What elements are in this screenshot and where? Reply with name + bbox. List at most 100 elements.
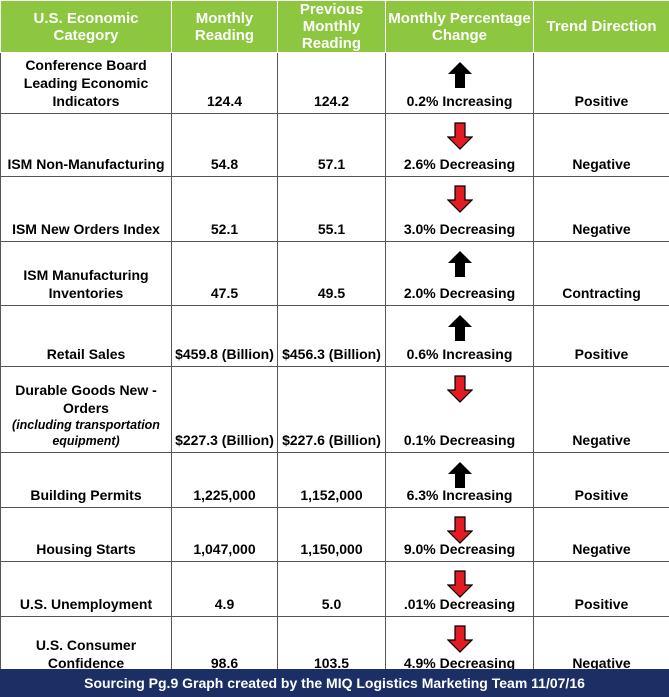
monthly-reading-cell: 54.8	[171, 113, 278, 177]
table-row: Conference Board Leading Economic Indica…	[0, 52, 669, 114]
table-row: Housing Starts 1,047,000 1,150,000 9.0% Dec…	[0, 507, 669, 562]
category-cell: ISM Manufacturing Inventories	[0, 241, 172, 306]
trend-direction-cell: Positive	[533, 561, 669, 617]
table-row: ISM Manufacturing Inventories 47.5 49.5 2.0…	[0, 241, 669, 306]
monthly-reading-cell: $227.3 (Billion)	[171, 366, 278, 453]
previous-reading-cell: 1,152,000	[277, 452, 386, 508]
percentage-change-label: 2.6% Decreasing	[403, 156, 516, 172]
arrow-up-icon	[447, 315, 472, 341]
category-cell: U.S. Unemployment	[0, 561, 172, 617]
monthly-reading-cell: $459.8 (Billion)	[171, 305, 278, 367]
trend-direction-cell: Positive	[533, 305, 669, 367]
category-cell: Retail Sales	[0, 305, 172, 367]
category-cell: ISM New Orders Index	[0, 176, 172, 242]
previous-reading-cell: $227.6 (Billion)	[277, 366, 386, 453]
category-label: U.S. Consumer Confidence	[35, 637, 137, 671]
category-label: Housing Starts	[36, 541, 136, 557]
table-row: U.S. Unemployment 4.9 5.0 .01% Decreasing Po…	[0, 561, 669, 617]
arrow-up-icon	[447, 462, 472, 488]
monthly-reading-cell: 52.1	[171, 176, 278, 242]
percentage-change-cell: 0.2% Increasing	[385, 52, 534, 114]
monthly-reading-cell: 98.6	[171, 616, 278, 676]
arrow-down-icon	[446, 122, 473, 150]
monthly-reading-cell: 1,225,000	[171, 452, 278, 508]
arrow-down-icon	[446, 375, 473, 403]
category-label: Conference Board Leading Economic Indica…	[23, 57, 149, 109]
trend-direction-cell: Negative	[533, 366, 669, 453]
arrow-down-icon	[446, 625, 473, 653]
arrow-down-icon	[446, 185, 473, 213]
arrow-down-icon	[446, 516, 473, 544]
percentage-change-label: 0.1% Decreasing	[403, 432, 516, 448]
previous-reading-cell: 49.5	[277, 241, 386, 306]
trend-direction-cell: Negative	[533, 616, 669, 676]
arrow-up-icon	[447, 62, 472, 88]
percentage-change-cell: 9.0% Decreasing	[385, 507, 534, 562]
monthly-reading-cell: 124.4	[171, 52, 278, 114]
percentage-change-cell: 6.3% Increasing	[385, 452, 534, 508]
table-row: ISM Non-Manufacturing 54.8 57.1 2.6% Decrea…	[0, 113, 669, 177]
category-cell: Conference Board Leading Economic Indica…	[0, 52, 172, 114]
percentage-change-cell: 3.0% Decreasing	[385, 176, 534, 242]
percentage-change-label: 6.3% Increasing	[406, 487, 513, 503]
category-cell: ISM Non-Manufacturing	[0, 113, 172, 177]
economic-indicators-table: U.S. Economic Category Monthly Reading P…	[0, 0, 669, 676]
category-cell: U.S. Consumer Confidence	[0, 616, 172, 676]
category-sub-label: (including transportation equipment)	[12, 418, 160, 448]
percentage-change-cell: 2.6% Decreasing	[385, 113, 534, 177]
percentage-change-label: 3.0% Decreasing	[403, 221, 516, 237]
monthly-reading-cell: 1,047,000	[171, 507, 278, 562]
footer-credit: Sourcing Pg.9 Graph created by the MIQ L…	[0, 669, 669, 697]
trend-direction-cell: Negative	[533, 176, 669, 242]
percentage-change-label: 0.2% Increasing	[406, 93, 513, 109]
percentage-change-label: 9.0% Decreasing	[403, 541, 516, 557]
percentage-change-label: 0.6% Increasing	[406, 346, 513, 362]
category-label: Durable Goods New -Orders	[15, 382, 157, 416]
previous-reading-cell: 103.5	[277, 616, 386, 676]
category-label: ISM Non-Manufacturing	[7, 156, 165, 172]
previous-reading-cell: 55.1	[277, 176, 386, 242]
category-cell: Housing Starts	[0, 507, 172, 562]
trend-direction-cell: Negative	[533, 507, 669, 562]
table-row: U.S. Consumer Confidence 98.6 103.5 4.9% De…	[0, 616, 669, 676]
monthly-reading-cell: 4.9	[171, 561, 278, 617]
percentage-change-cell: 0.1% Decreasing	[385, 366, 534, 453]
category-cell: Durable Goods New -Orders (including tran…	[0, 366, 172, 453]
header-previous-reading: Previous Monthly Reading	[277, 0, 386, 53]
table-row: Retail Sales $459.8 (Billion) $456.3 (Bill…	[0, 305, 669, 367]
header-percentage-change: Monthly Percentage Change	[385, 0, 534, 53]
category-label: Retail Sales	[46, 346, 126, 362]
previous-reading-cell: 5.0	[277, 561, 386, 617]
category-label: ISM New Orders Index	[12, 221, 160, 237]
previous-reading-cell: 1,150,000	[277, 507, 386, 562]
percentage-change-cell: 0.6% Increasing	[385, 305, 534, 367]
percentage-change-label: 2.0% Decreasing	[403, 285, 516, 301]
percentage-change-cell: 2.0% Decreasing	[385, 241, 534, 306]
category-label: ISM Manufacturing Inventories	[23, 267, 149, 301]
header-category: U.S. Economic Category	[0, 0, 172, 53]
previous-reading-cell: $456.3 (Billion)	[277, 305, 386, 367]
category-label: U.S. Unemployment	[19, 596, 153, 612]
percentage-change-cell: .01% Decreasing	[385, 561, 534, 617]
arrow-up-icon	[447, 251, 472, 277]
trend-direction-cell: Positive	[533, 52, 669, 114]
trend-direction-cell: Positive	[533, 452, 669, 508]
table-row: Durable Goods New -Orders (including tran…	[0, 366, 669, 453]
table-row: ISM New Orders Index 52.1 55.1 3.0% Decreas…	[0, 176, 669, 242]
percentage-change-cell: 4.9% Decreasing	[385, 616, 534, 676]
percentage-change-label: .01% Decreasing	[403, 596, 516, 612]
previous-reading-cell: 124.2	[277, 52, 386, 114]
header-monthly-reading: Monthly Reading	[171, 0, 278, 53]
arrow-down-icon	[446, 570, 473, 598]
table-row: Building Permits 1,225,000 1,152,000 6.3% I…	[0, 452, 669, 508]
trend-direction-cell: Contracting	[533, 241, 669, 306]
header-trend-direction: Trend Direction	[533, 0, 669, 53]
monthly-reading-cell: 47.5	[171, 241, 278, 306]
category-cell: Building Permits	[0, 452, 172, 508]
trend-direction-cell: Negative	[533, 113, 669, 177]
percentage-change-label: 4.9% Decreasing	[403, 655, 516, 671]
category-label: Building Permits	[30, 487, 142, 503]
previous-reading-cell: 57.1	[277, 113, 386, 177]
header-row: U.S. Economic Category Monthly Reading P…	[0, 0, 669, 53]
